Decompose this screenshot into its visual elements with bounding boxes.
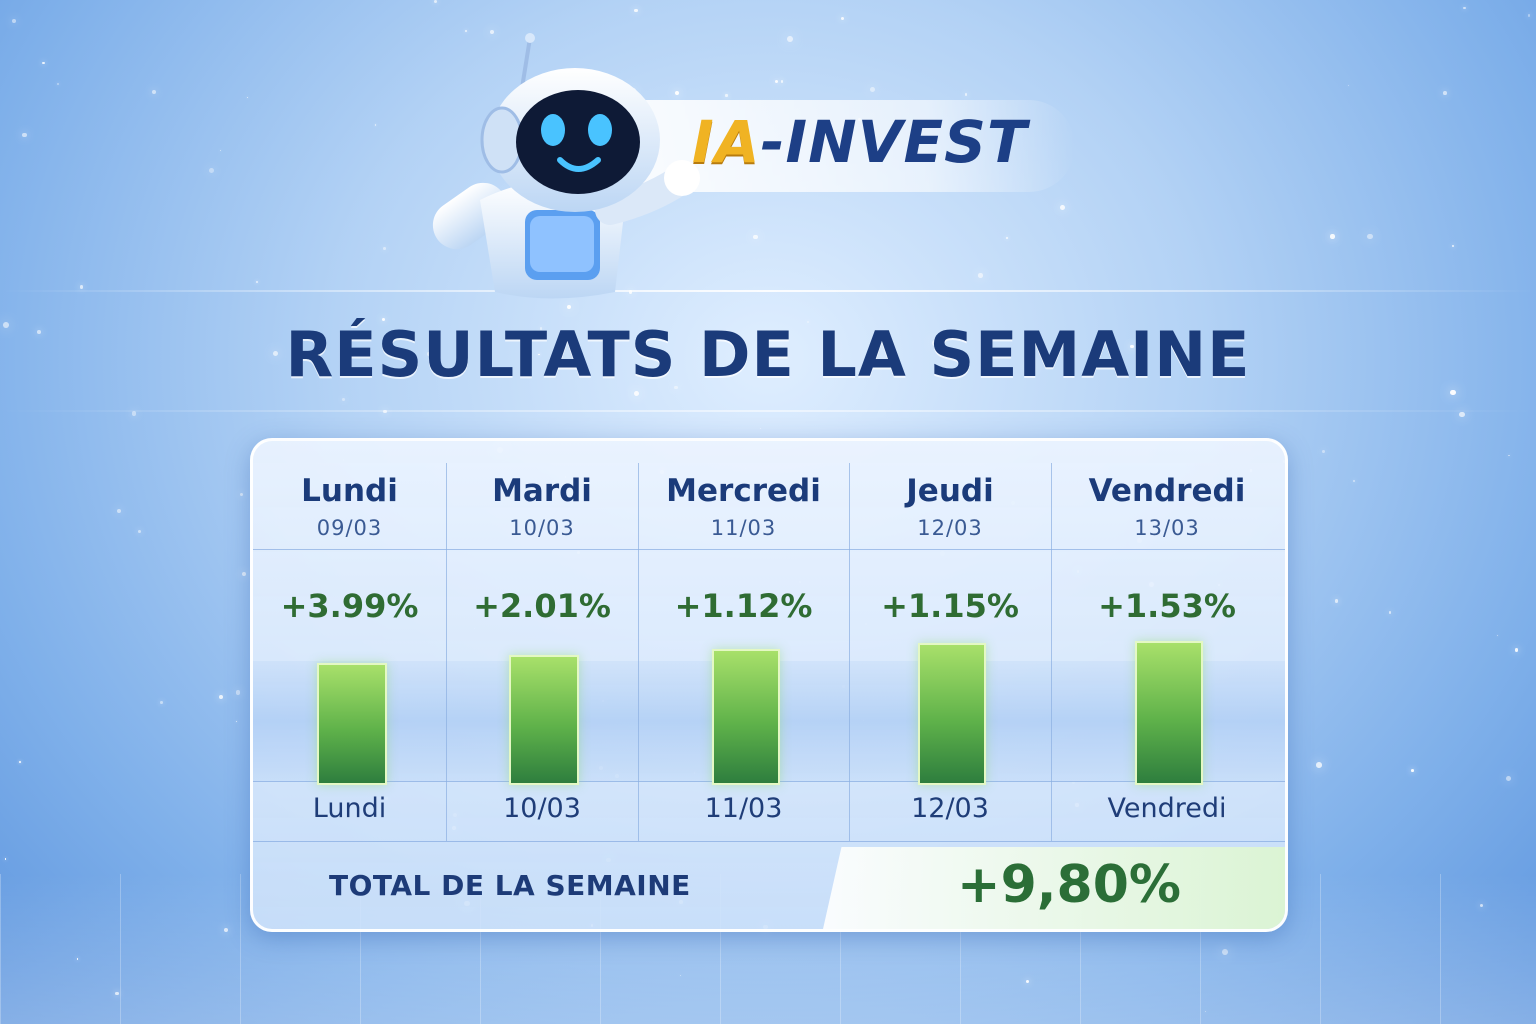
light-streak	[0, 290, 1536, 292]
day-name: Lundi	[301, 473, 398, 509]
day-percent: +1.12%	[674, 587, 813, 625]
light-streak	[0, 410, 1536, 412]
chart-bar	[711, 649, 780, 785]
day-date: 13/03	[1134, 516, 1200, 540]
day-column: Mercredi 11/03 +1.12% 11/03	[638, 441, 849, 841]
total-value: +9,80%	[957, 855, 1181, 915]
day-date: 11/03	[710, 516, 777, 540]
brand-logo: IA-INVEST	[692, 108, 1028, 176]
day-percent: +1.53%	[1098, 587, 1236, 625]
day-column: Jeudi 12/03 +1.15% 12/03	[849, 441, 1051, 841]
column-divider	[446, 463, 447, 841]
day-name: Mercredi	[666, 473, 821, 509]
column-divider	[638, 463, 639, 841]
axis-tick-label: Lundi	[312, 793, 387, 824]
page-title: RÉSULTATS DE LA SEMAINE	[285, 318, 1251, 391]
day-percent: +3.99%	[280, 587, 419, 625]
day-column: Lundi 09/03 +3.99% Lundi	[253, 441, 446, 841]
axis-tick-label: Vendredi	[1107, 793, 1227, 824]
day-percent: +1.15%	[881, 587, 1019, 625]
day-column: Vendredi 13/03 +1.53% Vendredi	[1051, 441, 1283, 841]
robot-mascot-icon	[432, 33, 700, 299]
axis-tick-label: 12/03	[911, 793, 989, 824]
results-panel: Lundi 09/03 +3.99% Lundi Mardi 10/03 +2.01% 10/…	[250, 438, 1288, 932]
chart-bar	[509, 655, 579, 785]
total-highlight	[823, 847, 1285, 929]
chart-bar	[316, 663, 387, 785]
day-percent: +2.01%	[473, 587, 611, 625]
column-divider	[1051, 463, 1052, 841]
day-date: 12/03	[917, 516, 983, 540]
total-row: TOTAL DE LA SEMAINE +9,80%	[253, 841, 1285, 929]
total-label: TOTAL DE LA SEMAINE	[329, 869, 691, 902]
chart-bar	[1135, 641, 1203, 785]
column-divider	[849, 463, 850, 841]
axis-tick-label: 10/03	[503, 793, 581, 824]
brand-suffix: -INVEST	[760, 108, 1028, 176]
axis-tick-label: 11/03	[704, 793, 783, 824]
day-column: Mardi 10/03 +2.01% 10/03	[446, 441, 638, 841]
day-date: 10/03	[509, 516, 575, 540]
day-name: Mardi	[492, 473, 592, 509]
day-name: Jeudi	[906, 473, 994, 509]
day-date: 09/03	[316, 516, 383, 540]
chart-bar	[918, 643, 986, 785]
divider	[253, 841, 1285, 842]
divider	[253, 549, 1285, 550]
day-name: Vendredi	[1088, 473, 1246, 509]
brand-prefix: IA	[692, 108, 761, 176]
